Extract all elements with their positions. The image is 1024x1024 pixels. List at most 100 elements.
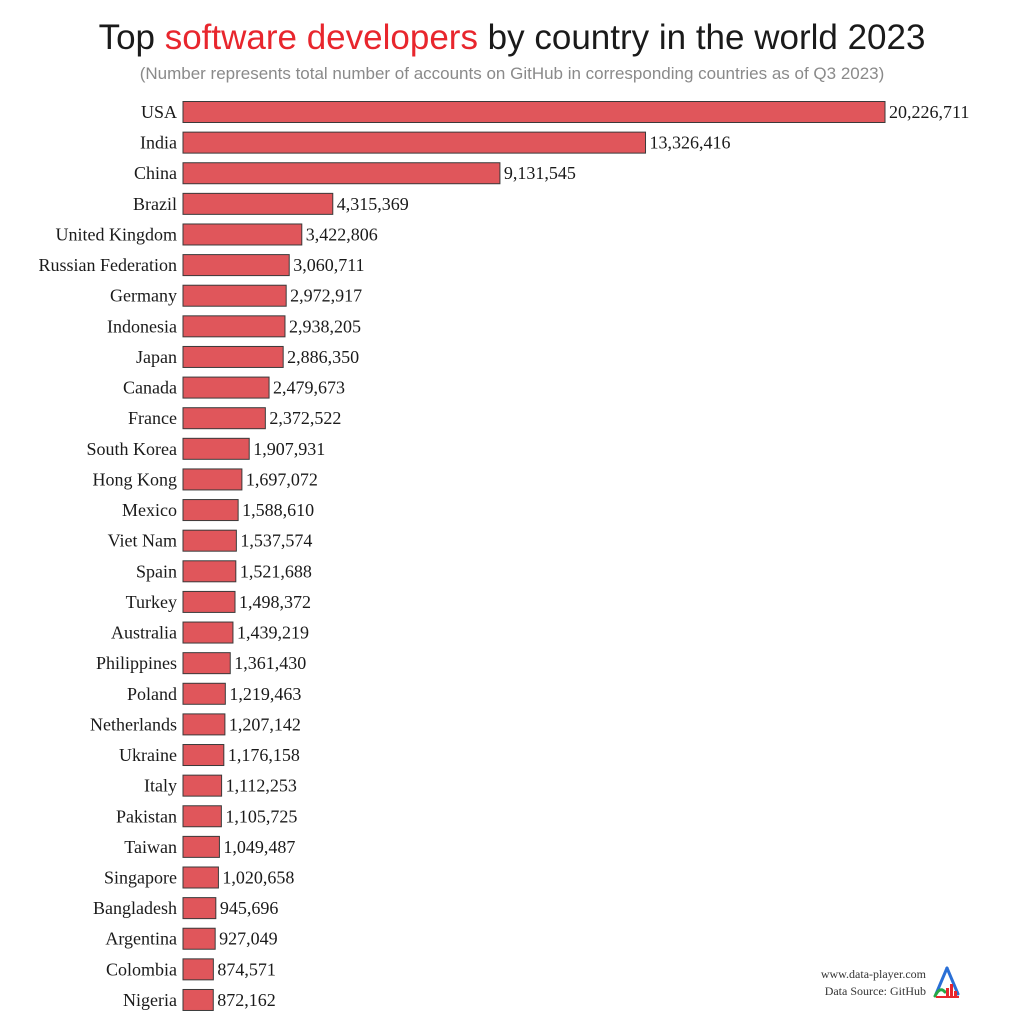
category-label: Ukraine — [119, 745, 177, 765]
bar — [182, 590, 236, 613]
value-label: 1,361,430 — [234, 653, 306, 673]
category-label: Hong Kong — [93, 469, 178, 489]
bar — [182, 345, 284, 368]
title-prefix: Top — [98, 18, 165, 57]
value-label: 1,521,688 — [240, 561, 312, 581]
value-label: 9,131,545 — [504, 163, 576, 183]
value-label: 2,972,917 — [290, 286, 362, 306]
value-label: 945,696 — [220, 898, 279, 918]
category-label: Colombia — [106, 959, 177, 979]
category-label: India — [140, 133, 177, 153]
bar — [182, 560, 237, 583]
category-label: China — [134, 163, 177, 183]
value-label: 1,207,142 — [229, 714, 301, 734]
category-label: Mexico — [122, 500, 177, 520]
category-label: United Kingdom — [56, 224, 178, 244]
value-label: 2,479,673 — [273, 378, 345, 398]
category-label: Brazil — [133, 194, 177, 214]
category-label: South Korea — [87, 439, 177, 459]
value-label: 872,162 — [217, 990, 276, 1010]
bar — [182, 744, 225, 767]
category-label: Argentina — [105, 929, 177, 949]
bar — [182, 407, 266, 430]
bar — [182, 101, 886, 123]
value-label: 2,372,522 — [269, 408, 341, 428]
bar — [182, 621, 234, 644]
category-label: Canada — [123, 378, 177, 398]
bar — [182, 468, 243, 491]
bar — [182, 254, 290, 277]
footer-credits: www.data-player.com Data Source: GitHub — [821, 966, 926, 1000]
bar — [182, 897, 217, 920]
value-label: 1,588,610 — [242, 500, 314, 520]
bar — [182, 529, 237, 552]
footer-website: www.data-player.com — [820, 967, 926, 981]
bar — [182, 162, 501, 185]
bar — [182, 376, 270, 399]
value-label: 874,571 — [217, 959, 276, 979]
chart-title: Top software developers by country in th… — [0, 18, 1024, 58]
value-label: 3,060,711 — [293, 255, 364, 275]
value-label: 1,219,463 — [229, 684, 301, 704]
bar — [182, 805, 222, 828]
value-label: 1,049,487 — [223, 837, 295, 857]
footer-source: Data Source: GitHub — [824, 984, 926, 998]
bar — [182, 927, 216, 950]
data-player-logo-icon — [933, 966, 960, 998]
category-label: Philippines — [96, 653, 177, 673]
category-label: Pakistan — [116, 806, 177, 826]
category-label: Japan — [136, 347, 177, 367]
value-label: 1,105,725 — [225, 806, 297, 826]
value-label: 4,315,369 — [337, 194, 409, 214]
value-label: 1,907,931 — [253, 439, 325, 459]
bar — [182, 774, 223, 797]
value-label: 13,326,416 — [650, 133, 731, 153]
category-label: Russian Federation — [39, 255, 177, 275]
bar — [182, 835, 220, 858]
bar — [182, 192, 334, 215]
category-label: Poland — [127, 684, 177, 704]
bar — [182, 713, 226, 736]
category-label: Taiwan — [124, 837, 177, 857]
value-label: 20,226,711 — [889, 102, 969, 122]
category-label: Spain — [136, 561, 177, 581]
value-label: 1,439,219 — [237, 623, 309, 643]
category-label: Turkey — [126, 592, 177, 612]
value-label: 1,498,372 — [239, 592, 311, 612]
bar — [182, 988, 214, 1011]
value-label: 1,697,072 — [246, 469, 318, 489]
category-label: USA — [141, 102, 177, 122]
bar — [182, 284, 287, 307]
value-label: 1,020,658 — [222, 868, 294, 888]
bar — [182, 315, 286, 338]
category-label: Australia — [111, 623, 177, 643]
category-label: Singapore — [104, 868, 177, 888]
value-label: 1,537,574 — [240, 531, 312, 551]
bar — [182, 682, 226, 705]
category-label: Indonesia — [107, 316, 177, 336]
value-label: 1,176,158 — [228, 745, 300, 765]
bar — [182, 958, 214, 981]
category-label: France — [128, 408, 177, 428]
title-suffix: by country in the world 2023 — [477, 18, 926, 57]
category-label: Nigeria — [123, 990, 177, 1010]
category-label: Germany — [110, 286, 177, 306]
value-label: 3,422,806 — [306, 224, 378, 244]
bar — [182, 499, 239, 522]
bar — [182, 866, 219, 889]
category-label: Netherlands — [90, 714, 177, 734]
bar — [182, 437, 250, 460]
title-highlight: software developers — [164, 18, 478, 57]
category-label: Bangladesh — [93, 898, 177, 918]
value-label: 927,049 — [219, 929, 277, 949]
value-label: 2,938,205 — [289, 316, 361, 336]
bar — [182, 131, 647, 154]
chart-subtitle: (Number represents total number of accou… — [139, 64, 885, 83]
bar — [182, 223, 303, 246]
value-label: 1,112,253 — [226, 776, 297, 796]
category-label: Viet Nam — [108, 531, 177, 551]
category-label: Italy — [144, 776, 177, 796]
value-label: 2,886,350 — [287, 347, 359, 367]
bar — [182, 652, 231, 675]
